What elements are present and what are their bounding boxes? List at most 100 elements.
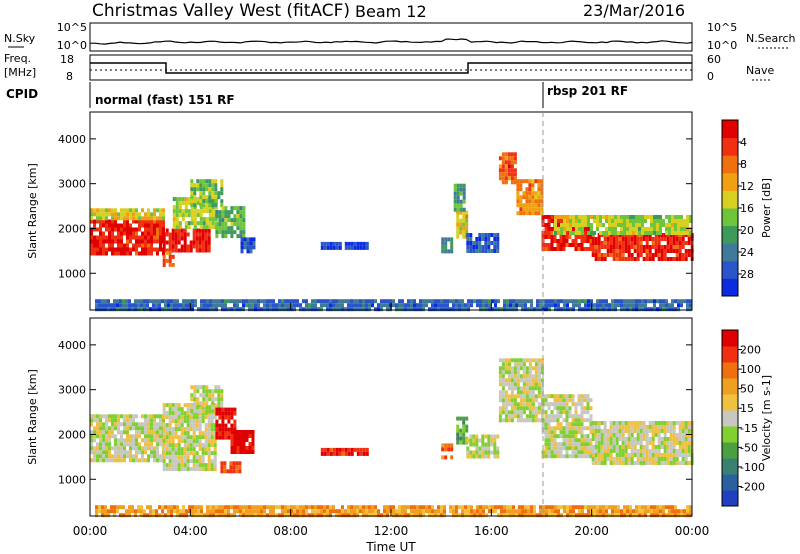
- heatmap-cell: [527, 505, 530, 510]
- heatmap-cell: [220, 405, 224, 410]
- heatmap-cell: [171, 463, 175, 468]
- heatmap-cell: [152, 299, 155, 304]
- heatmap-cell: [353, 505, 356, 510]
- heatmap-cell: [93, 251, 96, 256]
- heatmap-cell: [663, 245, 667, 249]
- heatmap-cell: [647, 307, 650, 312]
- heatmap-cell: [162, 251, 165, 256]
- heatmap-cell: [540, 358, 544, 363]
- heatmap-cell: [507, 370, 511, 375]
- heatmap-cell: [171, 407, 175, 412]
- heatmap-cell: [251, 303, 254, 308]
- heatmap-cell: [547, 394, 551, 399]
- heatmap-cell: [574, 247, 578, 251]
- heatmap-cell: [93, 223, 96, 228]
- heatmap-cell: [461, 303, 464, 308]
- heatmap-cell: [353, 299, 356, 304]
- heatmap-cell: [636, 257, 640, 261]
- heatmap-cell: [638, 223, 641, 227]
- heatmap-cell: [452, 307, 455, 312]
- heatmap-cell: [562, 418, 566, 423]
- heatmap-cell: [565, 446, 569, 451]
- heatmap-cell: [165, 240, 169, 245]
- heatmap-cell: [560, 215, 563, 219]
- heatmap-cell: [596, 223, 599, 227]
- heatmap-cell: [627, 441, 631, 445]
- heatmap-cell: [213, 463, 217, 468]
- heatmap-cell: [681, 245, 685, 249]
- heatmap-cell: [650, 513, 653, 518]
- heatmap-cell: [214, 203, 218, 208]
- heatmap-cell: [236, 446, 240, 450]
- heatmap-cell: [522, 378, 526, 383]
- heatmap-cell: [204, 232, 208, 237]
- heatmap-cell: [666, 457, 670, 461]
- heatmap-cell: [214, 187, 218, 192]
- heatmap-cell: [90, 231, 93, 236]
- heatmap-cell: [668, 303, 671, 308]
- heatmap-cell: [627, 429, 631, 433]
- heatmap-cell: [597, 449, 601, 453]
- heatmap-cell: [547, 215, 551, 219]
- heatmap-cell: [123, 243, 126, 248]
- heatmap-cell: [159, 223, 162, 228]
- heatmap-cell: [522, 211, 526, 216]
- heatmap-cell: [172, 225, 176, 230]
- heatmap-cell: [190, 409, 194, 414]
- heatmap-cell: [603, 453, 607, 457]
- heatmap-cell: [504, 390, 508, 395]
- heatmap-cell: [591, 241, 595, 245]
- heatmap-cell: [248, 505, 251, 510]
- heatmap-cell: [553, 418, 557, 423]
- heatmap-cell: [111, 414, 114, 419]
- heatmap-cell: [475, 237, 479, 241]
- heatmap-cell: [458, 513, 461, 518]
- heatmap-cell: [597, 461, 601, 465]
- heatmap-cell: [242, 222, 246, 227]
- heatmap-cell: [626, 223, 629, 227]
- heatmap-cell: [132, 426, 135, 431]
- heatmap-cell: [671, 227, 674, 231]
- heatmap-cell: [249, 241, 253, 246]
- heatmap-cell: [665, 513, 668, 518]
- heatmap-cell: [618, 433, 622, 437]
- heatmap-cell: [461, 307, 464, 312]
- heatmap-cell: [332, 505, 335, 510]
- heatmap-cell: [153, 458, 156, 463]
- heatmap-cell: [627, 257, 631, 261]
- heatmap-cell: [683, 299, 686, 304]
- heatmap-cell: [510, 168, 514, 173]
- heatmap-cell: [578, 509, 581, 514]
- heatmap-cell: [147, 458, 150, 463]
- heatmap-cell: [193, 195, 197, 200]
- heatmap-cell: [215, 431, 219, 436]
- heatmap-cell: [648, 257, 652, 261]
- heatmap-cell: [180, 415, 184, 420]
- heatmap-cell: [233, 218, 237, 223]
- heatmap-cell: [612, 429, 616, 433]
- heatmap-cell: [678, 237, 682, 241]
- heatmap-cell: [623, 303, 626, 308]
- heatmap-cell: [627, 245, 631, 249]
- heatmap-cell: [501, 390, 505, 395]
- heatmap-cell: [338, 303, 341, 308]
- heatmap-cell: [594, 241, 598, 245]
- heatmap-cell: [371, 509, 374, 514]
- heatmap-cell: [648, 253, 652, 257]
- heatmap-cell: [633, 453, 637, 457]
- heatmap-cell: [233, 411, 237, 416]
- heatmap-cell: [117, 227, 120, 232]
- heatmap-cell: [199, 409, 203, 414]
- heatmap-cell: [95, 509, 98, 514]
- heatmap-cell: [383, 513, 386, 518]
- heatmap-cell: [524, 299, 527, 304]
- heatmap-cell: [559, 247, 563, 251]
- heatmap-cell: [350, 451, 354, 456]
- heatmap-cell: [639, 253, 643, 257]
- freq-tick-bottom: 8: [66, 70, 73, 83]
- heatmap-cell: [626, 303, 629, 308]
- heatmap-cell: [475, 450, 479, 455]
- heatmap-cell: [153, 454, 156, 459]
- heatmap-cell: [481, 434, 485, 439]
- heatmap-cell: [105, 434, 108, 439]
